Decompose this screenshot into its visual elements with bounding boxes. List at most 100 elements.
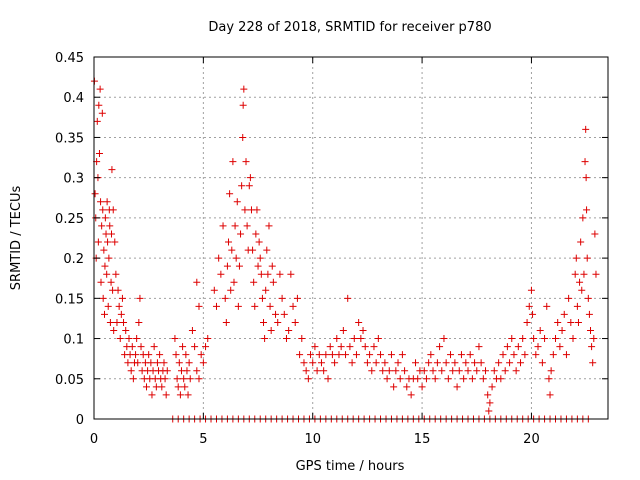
data-point: [438, 367, 446, 375]
data-point: [280, 310, 288, 318]
data-point: [97, 198, 105, 206]
data-point: [471, 359, 479, 367]
data-point: [147, 359, 155, 367]
data-point: [582, 125, 590, 133]
data-point: [98, 109, 106, 117]
data-point: [370, 343, 378, 351]
data-point: [118, 294, 126, 302]
data-point: [240, 85, 248, 93]
data-point: [117, 310, 125, 318]
data-point: [392, 367, 400, 375]
data-point: [534, 343, 542, 351]
data-point: [225, 238, 233, 246]
data-point: [105, 254, 113, 262]
data-point: [398, 351, 406, 359]
data-point: [179, 343, 187, 351]
data-point: [427, 351, 435, 359]
data-point: [592, 270, 600, 278]
data-point: [161, 375, 169, 383]
data-point: [134, 359, 142, 367]
data-point: [529, 310, 537, 318]
data-point: [554, 318, 562, 326]
data-point: [267, 327, 275, 335]
data-point: [212, 302, 220, 310]
data-point: [335, 351, 343, 359]
data-point: [552, 335, 560, 343]
data-point: [291, 318, 299, 326]
x-tick-labels: 0 5 10 15 20: [90, 432, 540, 447]
data-point: [184, 391, 192, 399]
data-point: [150, 343, 158, 351]
chart-title: Day 228 of 2018, SRMTID for receiver p78…: [208, 20, 491, 35]
data-point: [344, 294, 352, 302]
data-point: [260, 318, 268, 326]
data-point: [120, 318, 128, 326]
data-point: [269, 278, 277, 286]
data-point: [142, 383, 150, 391]
data-point: [195, 302, 203, 310]
data-point: [331, 359, 339, 367]
data-point: [258, 294, 266, 302]
data-point: [135, 318, 143, 326]
data-point: [148, 391, 156, 399]
data-point: [228, 246, 236, 254]
data-point: [298, 335, 306, 343]
data-point: [429, 367, 437, 375]
data-point: [363, 359, 371, 367]
data-point: [468, 375, 476, 383]
data-point: [495, 359, 503, 367]
data-point: [114, 286, 122, 294]
data-point: [252, 230, 260, 238]
data-point: [510, 351, 518, 359]
data-point: [457, 351, 465, 359]
y-tick-label: 0.4: [63, 91, 84, 106]
data-point: [546, 391, 554, 399]
data-point: [322, 351, 330, 359]
y-tick-label: 0.05: [55, 373, 84, 388]
data-point: [239, 133, 247, 141]
x-tick-label: 5: [199, 432, 207, 447]
data-point: [420, 367, 428, 375]
data-point: [541, 335, 549, 343]
y-tick-label: 0.1: [63, 333, 84, 348]
data-point: [558, 327, 566, 335]
data-point: [407, 391, 415, 399]
data-point: [95, 101, 103, 109]
data-point: [106, 222, 114, 230]
grid-lines: [94, 57, 608, 419]
data-point: [352, 351, 360, 359]
data-point: [111, 238, 119, 246]
data-point: [431, 375, 439, 383]
data-point: [403, 383, 411, 391]
data-point: [460, 375, 468, 383]
data-point: [191, 343, 199, 351]
data-point: [488, 383, 496, 391]
data-point: [137, 343, 145, 351]
data-point: [479, 375, 487, 383]
tick-marks: [93, 56, 608, 420]
data-point: [482, 367, 490, 375]
data-point: [359, 327, 367, 335]
data-point: [282, 335, 290, 343]
data-point: [158, 383, 166, 391]
data-point: [433, 359, 441, 367]
data-point: [530, 335, 538, 343]
data-point: [379, 367, 387, 375]
data-point: [103, 270, 111, 278]
data-point: [567, 318, 575, 326]
data-point: [300, 359, 308, 367]
data-point: [462, 359, 470, 367]
data-point: [101, 214, 109, 222]
data-point: [272, 310, 280, 318]
data-point: [501, 367, 509, 375]
data-point: [233, 198, 241, 206]
data-point: [128, 343, 136, 351]
y-tick-label: 0.35: [55, 131, 84, 146]
data-point: [235, 262, 243, 270]
data-point: [311, 343, 319, 351]
y-axis-label: SRMTID / TECUs: [9, 186, 24, 291]
data-point: [366, 351, 374, 359]
data-point: [263, 246, 271, 254]
data-point: [333, 335, 341, 343]
data-point: [523, 318, 531, 326]
